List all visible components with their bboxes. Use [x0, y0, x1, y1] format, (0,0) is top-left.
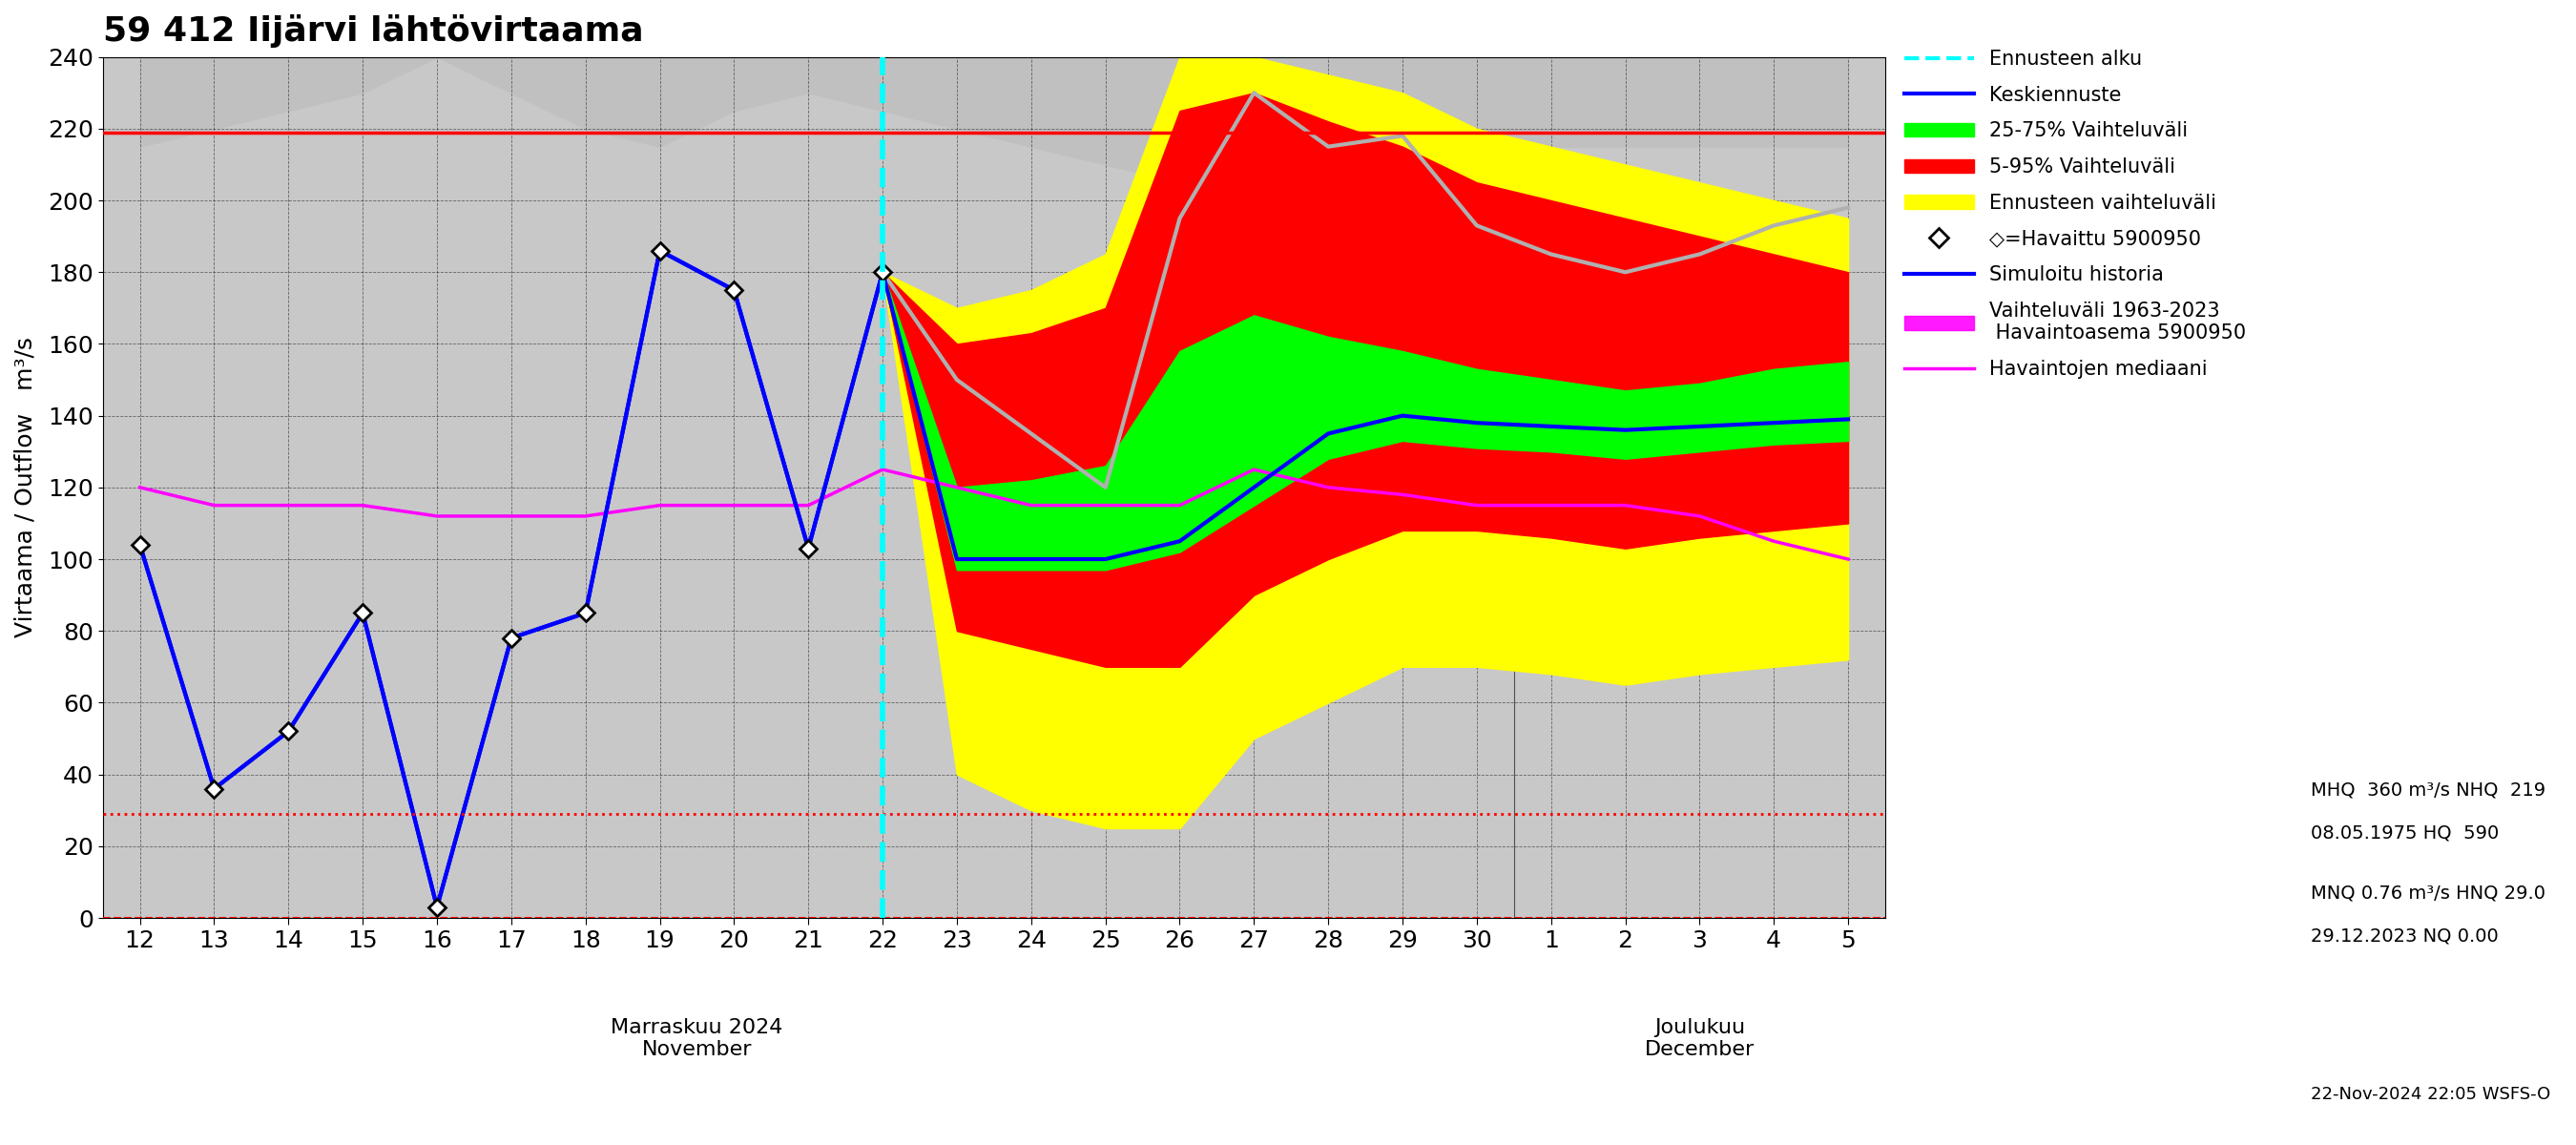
- Y-axis label: Virtaama / Outflow   m³/s: Virtaama / Outflow m³/s: [15, 337, 36, 638]
- Text: 59 412 Iijärvi lähtövirtaama: 59 412 Iijärvi lähtövirtaama: [103, 14, 644, 48]
- Text: 08.05.1975 HQ  590: 08.05.1975 HQ 590: [2311, 824, 2499, 842]
- Text: Marraskuu 2024
November: Marraskuu 2024 November: [611, 1018, 783, 1059]
- Text: 22-Nov-2024 22:05 WSFS-O: 22-Nov-2024 22:05 WSFS-O: [2311, 1085, 2550, 1103]
- Text: 29.12.2023 NQ 0.00: 29.12.2023 NQ 0.00: [2311, 927, 2499, 945]
- Text: MHQ  360 m³/s NHQ  219: MHQ 360 m³/s NHQ 219: [2311, 781, 2545, 799]
- Legend: Ennusteen alku, Keskiennuste, 25-75% Vaihteluväli, 5-95% Vaihteluväli, Ennusteen: Ennusteen alku, Keskiennuste, 25-75% Vai…: [1904, 49, 2246, 379]
- Text: Joulukuu
December: Joulukuu December: [1643, 1018, 1754, 1059]
- Text: MNQ 0.76 m³/s HNQ 29.0: MNQ 0.76 m³/s HNQ 29.0: [2311, 884, 2545, 902]
